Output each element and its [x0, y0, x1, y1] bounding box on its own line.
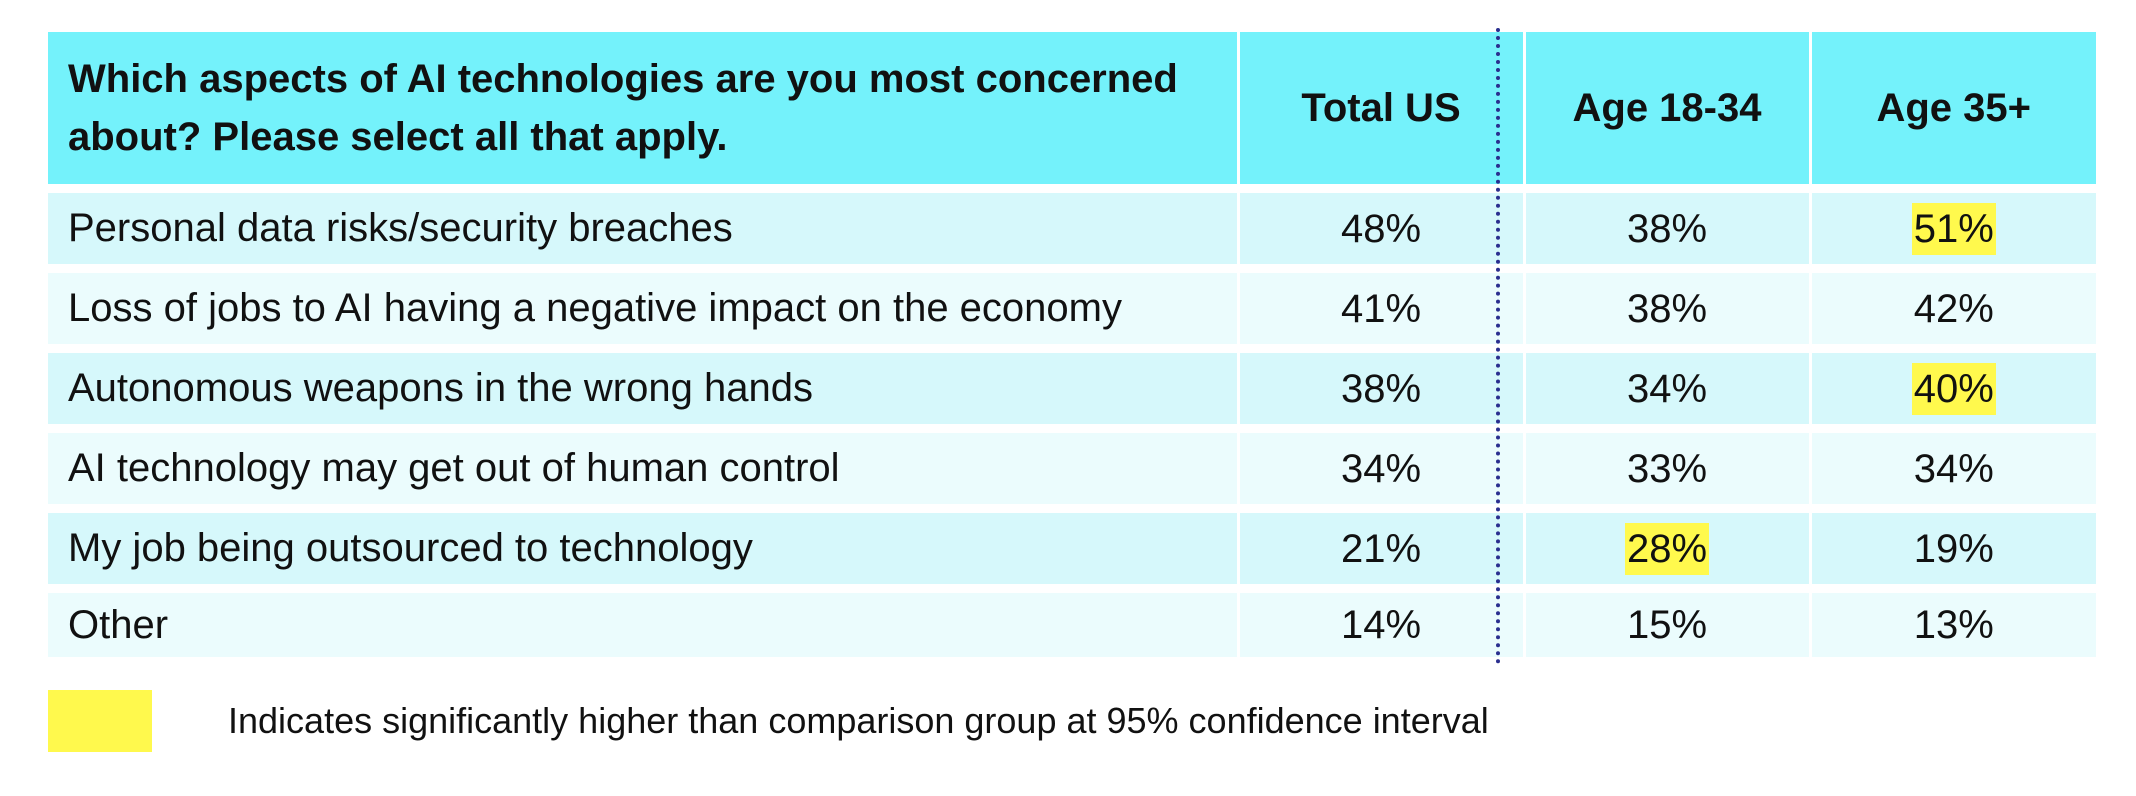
table-row: Autonomous weapons in the wrong hands 38…: [48, 348, 2096, 433]
cell-value: 33%: [1626, 446, 1708, 491]
table-row: My job being outsourced to technology 21…: [48, 508, 2096, 593]
cell-total-us: 14%: [1238, 588, 1526, 657]
cell-value: 21%: [1340, 526, 1422, 571]
cell-value: 38%: [1340, 366, 1422, 411]
table-row: Other 14% 15% 13%: [48, 588, 2096, 657]
cell-age-18-34: 38%: [1524, 188, 1812, 273]
cell-total-us: 38%: [1238, 348, 1526, 433]
cell-total-us: 41%: [1238, 268, 1526, 353]
cell-age-18-34: 33%: [1524, 428, 1812, 513]
cell-age-18-34: 15%: [1524, 588, 1812, 657]
row-label: Loss of jobs to AI having a negative imp…: [48, 268, 1240, 353]
row-label: AI technology may get out of human contr…: [48, 428, 1240, 513]
table-row: AI technology may get out of human contr…: [48, 428, 2096, 513]
cell-value: 34%: [1913, 446, 1994, 491]
cell-value: 34%: [1340, 446, 1422, 491]
cell-age-35-plus: 42%: [1810, 268, 2096, 353]
legend-highlight-swatch: [48, 690, 152, 752]
cell-value: 14%: [1340, 603, 1422, 647]
cell-age-35-plus: 19%: [1810, 508, 2096, 593]
row-label: My job being outsourced to technology: [48, 508, 1240, 593]
cell-age-35-plus: 51%: [1810, 188, 2096, 273]
row-label: Autonomous weapons in the wrong hands: [48, 348, 1240, 433]
cell-value: 19%: [1913, 526, 1994, 571]
column-header-total-us: Total US: [1238, 32, 1526, 193]
row-label: Personal data risks/security breaches: [48, 188, 1240, 273]
survey-table-container: Which aspects of AI technologies are you…: [48, 32, 2096, 657]
column-header-age-18-34: Age 18-34: [1524, 32, 1812, 193]
cell-value: 13%: [1913, 603, 1994, 647]
cell-age-35-plus: 34%: [1810, 428, 2096, 513]
table-row: Loss of jobs to AI having a negative imp…: [48, 268, 2096, 353]
column-header-age-35-plus: Age 35+: [1810, 32, 2096, 193]
row-label: Other: [48, 588, 1240, 657]
cell-value: 15%: [1626, 603, 1708, 647]
cell-value: 41%: [1340, 286, 1422, 331]
cell-total-us: 34%: [1238, 428, 1526, 513]
cell-value: 40%: [1911, 362, 1996, 415]
cell-value: 38%: [1626, 206, 1708, 251]
cell-value: 48%: [1340, 206, 1422, 251]
cell-value: 28%: [1624, 522, 1710, 575]
dotted-column-divider: [1496, 28, 1500, 664]
cell-total-us: 48%: [1238, 188, 1526, 273]
cell-age-35-plus: 13%: [1810, 588, 2096, 657]
table-header-row: Which aspects of AI technologies are you…: [48, 32, 2096, 193]
cell-age-18-34: 34%: [1524, 348, 1812, 433]
question-header: Which aspects of AI technologies are you…: [48, 32, 1240, 193]
cell-value: 51%: [1911, 202, 1996, 255]
legend-text: Indicates significantly higher than comp…: [228, 700, 1489, 741]
cell-value: 42%: [1913, 286, 1994, 331]
survey-table: Which aspects of AI technologies are you…: [48, 32, 2096, 657]
cell-value: 38%: [1626, 286, 1708, 331]
legend: Indicates significantly higher than comp…: [48, 690, 1489, 752]
cell-age-18-34: 28%: [1524, 508, 1812, 593]
cell-value: 34%: [1626, 366, 1708, 411]
cell-age-18-34: 38%: [1524, 268, 1812, 353]
table-row: Personal data risks/security breaches 48…: [48, 188, 2096, 273]
cell-age-35-plus: 40%: [1810, 348, 2096, 433]
cell-total-us: 21%: [1238, 508, 1526, 593]
